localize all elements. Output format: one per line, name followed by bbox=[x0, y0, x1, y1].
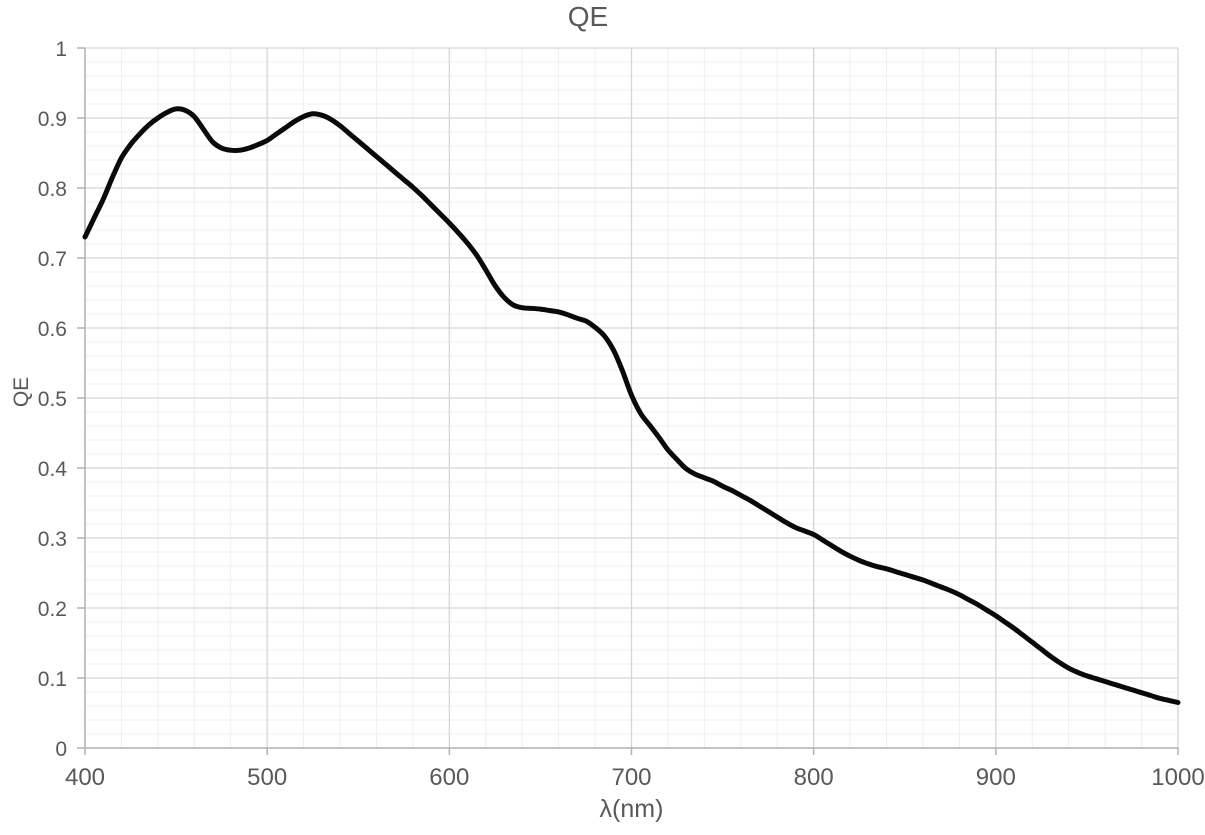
y-tick-label: 0.7 bbox=[38, 248, 67, 271]
tick-marks bbox=[77, 47, 1179, 755]
y-tick-label: 0.6 bbox=[38, 318, 67, 341]
y-tick-label: 0.8 bbox=[38, 178, 67, 201]
x-tick-label: 900 bbox=[976, 764, 1016, 791]
y-tick-label: 1 bbox=[55, 38, 67, 61]
y-tick-label: 0.2 bbox=[38, 598, 67, 621]
x-axis-title: λ(nm) bbox=[599, 795, 664, 823]
y-tick-label: 0.5 bbox=[38, 388, 67, 411]
y-tick-labels: 0 0.1 0.2 0.3 0.4 0.5 0.6 0.7 0.8 0.9 1 bbox=[38, 38, 68, 761]
y-tick-label: 0.1 bbox=[38, 668, 67, 691]
x-tick-label: 700 bbox=[611, 764, 651, 791]
x-tick-label: 800 bbox=[794, 764, 834, 791]
x-tick-labels: 400 500 600 700 800 900 1000 bbox=[65, 764, 1205, 791]
x-tick-label: 400 bbox=[65, 764, 105, 791]
y-tick-label: 0.9 bbox=[38, 108, 67, 131]
y-tick-label: 0 bbox=[55, 738, 67, 761]
y-tick-label: 0.4 bbox=[38, 458, 68, 481]
qe-curve bbox=[82, 106, 1181, 705]
chart-title: QE bbox=[567, 1, 609, 32]
x-tick-label: 500 bbox=[247, 764, 287, 791]
x-tick-label: 600 bbox=[429, 764, 469, 791]
y-tick-label: 0.3 bbox=[38, 528, 67, 551]
x-tick-label: 1000 bbox=[1151, 764, 1204, 791]
